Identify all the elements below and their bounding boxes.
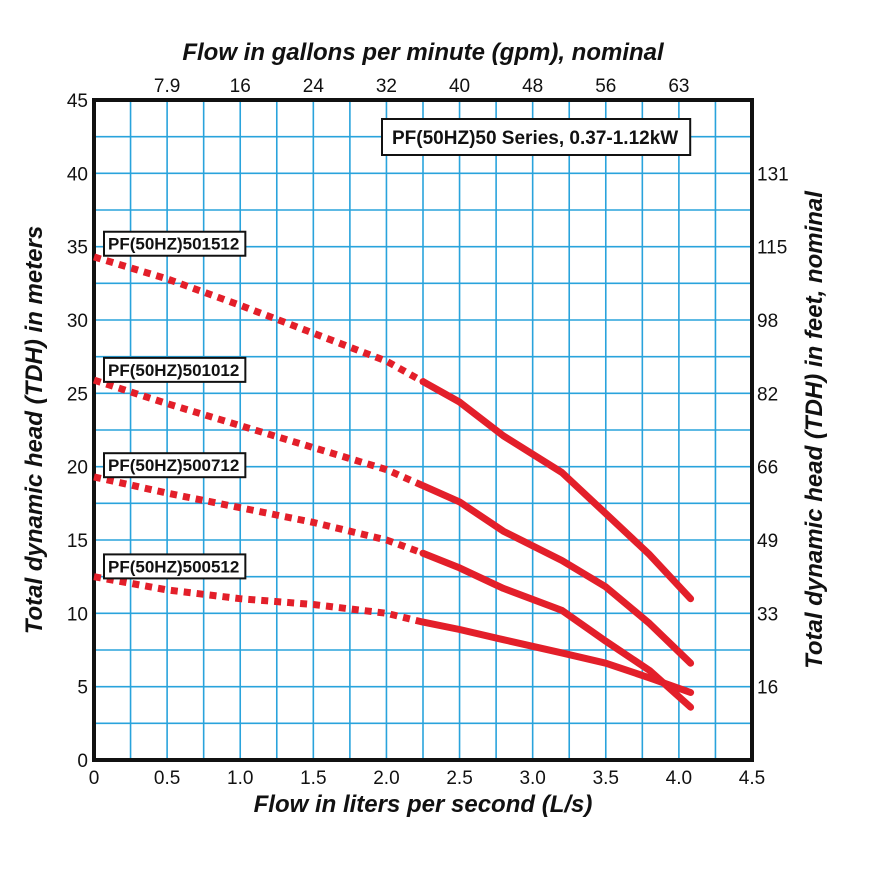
x-tick-label: 3.0 [519,768,545,789]
x-tick-label: 1.5 [300,768,326,789]
series-line-dotted [93,473,425,557]
right-tick-label: 66 [757,458,778,479]
top-tick-label: 24 [303,76,325,97]
series-label-box [103,553,247,580]
series-label: PF(50HZ)500712 [103,452,247,479]
y-tick-label: 15 [67,531,88,552]
x-tick-label: 4.0 [666,768,692,789]
right-axis-title: Total dynamic head (TDH) in feet, nomina… [801,190,828,669]
x-tick-label: 1.0 [227,768,253,789]
top-tick-label: 16 [230,76,251,97]
grid [94,100,752,760]
series-label-text: PF(50HZ)501012 [108,361,239,380]
top-tick-label: 40 [449,76,470,97]
top-axis-title: Flow in gallons per minute (gpm), nomina… [182,39,665,66]
series-line-solid [419,482,695,667]
series-line-dotted [93,573,424,626]
series-label-box [103,452,247,479]
y-tick-label: 0 [77,751,88,772]
x-axis-title: Flow in liters per second (L/s) [254,791,593,818]
right-tick-label: 49 [757,531,778,552]
chart-title: PF(50HZ)50 Series, 0.37-1.12kW [392,128,678,149]
series-label-box [103,230,247,257]
y-tick-label: 40 [67,164,88,185]
top-tick-label: 63 [668,76,689,97]
series-line-solid [419,549,695,711]
series-label-text: PF(50HZ)500512 [108,557,239,576]
y-axis-title: Total dynamic head (TDH) in meters [21,226,48,635]
x-tick-label: 0.5 [154,768,180,789]
series-line-solid [419,378,695,603]
x-tick-label: 4.5 [739,768,765,789]
right-tick-label: 98 [757,311,778,332]
y-tick-label: 20 [67,458,88,479]
series-line-dotted [92,376,425,489]
y-tick-label: 30 [67,311,88,332]
y-tick-label: 45 [67,91,88,112]
chart-title-frame [381,118,692,156]
series-line-solid [419,618,695,696]
series-label: PF(50HZ)501512 [103,230,247,257]
right-tick-label: 16 [757,678,778,699]
x-tick-label: 0 [89,768,100,789]
right-tick-label: 33 [757,604,778,625]
series-line-dotted [92,253,425,385]
x-tick-label: 2.0 [373,768,399,789]
y-tick-label: 5 [77,678,88,699]
curves [92,253,695,711]
y-tick-label: 35 [67,238,88,259]
top-tick-label: 7.9 [154,76,180,97]
top-tick-label: 48 [522,76,543,97]
series-label-text: PF(50HZ)501512 [108,235,239,254]
x-tick-label: 3.5 [593,768,619,789]
series-label-box [103,356,247,383]
tick-labels: 0 0.5 1.0 1.5 2.0 2.5 3.0 3.5 4.0 4.5 0 5 10 15 20 25 30… [67,76,789,789]
series-label: PF(50HZ)500512 [103,553,247,580]
right-tick-label: 131 [757,164,789,185]
x-tick-label: 2.5 [446,768,472,789]
y-tick-label: 10 [67,604,88,625]
chart-title-box: PF(50HZ)50 Series, 0.37-1.12kW [381,118,692,156]
plot-frame [92,98,754,762]
series-labels: PF(50HZ)501512 PF(50HZ)501012 PF(50HZ)5007… [103,230,247,580]
series-label-text: PF(50HZ)500712 [108,456,239,475]
right-tick-label: 115 [757,238,787,259]
top-tick-label: 56 [595,76,616,97]
y-tick-label: 25 [67,384,88,405]
top-tick-label: 32 [376,76,397,97]
series-label: PF(50HZ)501012 [103,356,247,383]
right-tick-label: 82 [757,384,778,405]
